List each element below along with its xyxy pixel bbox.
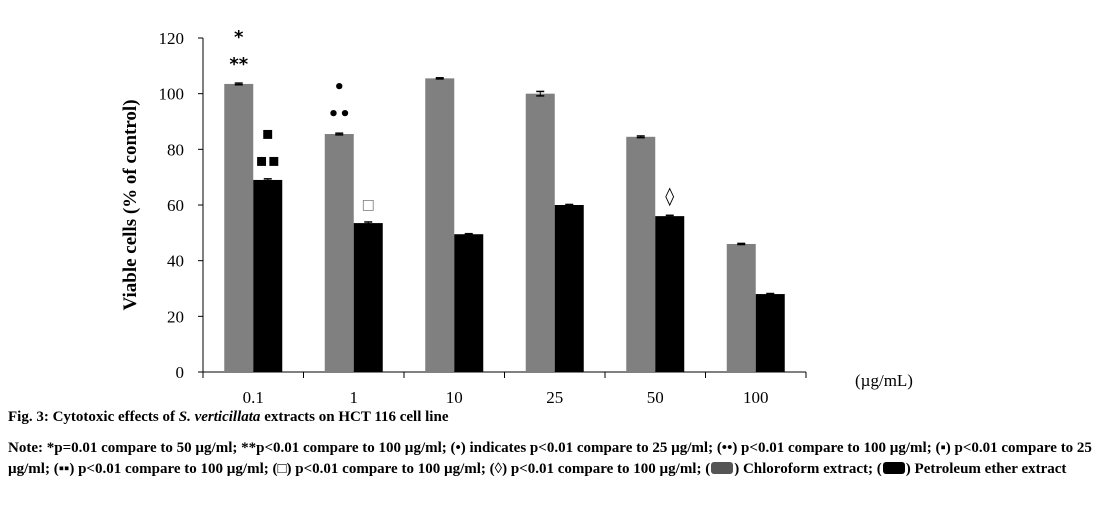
bar-chloroform <box>324 134 354 372</box>
y-tick-label: 40 <box>167 252 184 271</box>
bar-chloroform <box>525 93 555 373</box>
significance-marker: * <box>234 27 244 48</box>
legend-swatch-chloroform <box>711 462 734 474</box>
y-tick-label: 60 <box>167 196 184 215</box>
bar-chloroform <box>425 78 455 372</box>
bar-chloroform <box>626 136 656 372</box>
significance-marker: ** <box>229 54 248 75</box>
note-text: Note: *p=0.01 compare to 50 µg/ml; **p<0… <box>8 440 1092 477</box>
bar-petroleum <box>655 216 685 372</box>
bar-petroleum <box>253 179 283 372</box>
significance-marker: □ <box>362 197 375 213</box>
significance-marker: ◊ <box>665 186 674 207</box>
x-tick-label: 100 <box>743 388 769 405</box>
significance-marker: • <box>333 77 345 98</box>
bar-chloroform <box>726 243 756 372</box>
caption-species: S. verticillata <box>178 409 261 425</box>
significance-marker: ▪▪ <box>256 150 280 171</box>
caption-prefix: Fig. 3: Cytotoxic effects of <box>8 409 179 425</box>
bar-chart: 0 20 40 60 80 100 120 0.1 1 10 25 50 100 (µg/mL) Viabl… <box>120 27 913 405</box>
legend-swatch-petroleum <box>882 462 905 474</box>
legend-petroleum-label: ) Petroleum ether extract <box>905 461 1067 477</box>
y-tick-label: 0 <box>176 363 185 382</box>
legend-chloroform-label: ) Chloroform extract; ( <box>734 461 882 477</box>
bar-petroleum <box>755 294 785 372</box>
y-axis-title: Viable cells (% of control) <box>120 99 141 310</box>
significance-marker: ▪ <box>262 123 274 144</box>
x-tick-label: 10 <box>446 388 463 405</box>
x-unit-label: (µg/mL) <box>855 371 913 390</box>
y-tick-label: 120 <box>159 29 185 48</box>
bar-petroleum <box>454 234 484 372</box>
x-tick-label: 1 <box>350 388 359 405</box>
bar-petroleum <box>554 205 584 372</box>
bar-petroleum <box>353 223 383 372</box>
figure-note: Note: *p=0.01 compare to 50 µg/ml; **p<0… <box>8 438 1103 480</box>
x-tick-label: 25 <box>546 388 563 405</box>
bar-chloroform <box>224 83 254 373</box>
y-tick-label: 80 <box>167 140 184 159</box>
significance-marker: •• <box>328 104 351 125</box>
y-tick-label: 100 <box>159 85 185 104</box>
caption-suffix: extracts on HCT 116 cell line <box>260 409 449 425</box>
x-tick-label: 50 <box>647 388 664 405</box>
y-tick-label: 20 <box>167 307 184 326</box>
x-tick-label: 0.1 <box>243 388 264 405</box>
figure-caption: Fig. 3: Cytotoxic effects of S. verticil… <box>8 409 448 426</box>
